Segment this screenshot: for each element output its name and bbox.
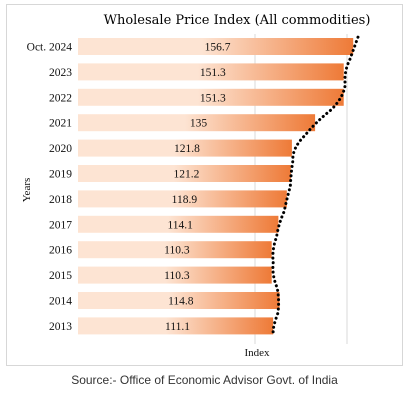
source-note: Source:- Office of Economic Advisor Govt… — [71, 373, 338, 387]
bar-2014 — [78, 292, 280, 309]
bar-oct-2024 — [78, 38, 354, 55]
data-label: 118.9 — [172, 194, 198, 206]
y-tick-label: 2014 — [49, 296, 72, 308]
data-label: 110.3 — [164, 270, 190, 282]
bar-2020 — [78, 139, 292, 157]
y-tick-label: 2018 — [49, 194, 72, 206]
trendline — [271, 35, 360, 334]
y-tick-label: 2019 — [49, 169, 72, 181]
y-tick-label: 2023 — [49, 67, 72, 79]
bar-2015 — [78, 266, 272, 284]
bar-2019 — [78, 165, 291, 182]
bar-2017 — [78, 215, 279, 233]
y-tick-label: 2015 — [49, 270, 72, 282]
trendline-path — [271, 35, 360, 334]
data-label: 151.3 — [200, 92, 226, 104]
bars — [78, 38, 354, 335]
y-tick-label: 2020 — [49, 143, 72, 155]
data-label: 110.3 — [164, 245, 190, 257]
y-tick-label: 2017 — [49, 219, 72, 231]
data-label: 114.1 — [167, 219, 193, 231]
bar-2023 — [78, 63, 344, 81]
y-tick-label: Oct. 2024 — [27, 42, 73, 54]
data-label: 121.2 — [173, 169, 199, 181]
bar-2022 — [78, 88, 344, 106]
y-tick-label: 2021 — [49, 118, 72, 130]
labels: Oct. 2024 156.7 2023 151.3 2022 151.3 2021 135 2… — [27, 42, 231, 333]
data-label: 156.7 — [205, 42, 231, 54]
wpi-bar-chart: Wholesale Price Index (All commodities) … — [21, 13, 371, 359]
bar-2021 — [78, 114, 316, 132]
bar-2018 — [78, 190, 287, 208]
data-label: 151.3 — [200, 67, 226, 79]
x-axis-label: Index — [244, 347, 270, 359]
data-label: 111.1 — [165, 321, 190, 333]
y-tick-label: 2016 — [49, 245, 72, 257]
bar-2013 — [78, 317, 274, 335]
data-label: 114.8 — [168, 296, 194, 308]
y-tick-label: 2022 — [49, 92, 72, 104]
chart-title: Wholesale Price Index (All commodities) — [104, 13, 371, 28]
data-label: 135 — [190, 118, 208, 130]
bar-2016 — [78, 241, 272, 259]
data-label: 121.8 — [174, 143, 200, 155]
y-tick-label: 2013 — [49, 321, 72, 333]
y-axis-label: Years — [21, 178, 33, 203]
